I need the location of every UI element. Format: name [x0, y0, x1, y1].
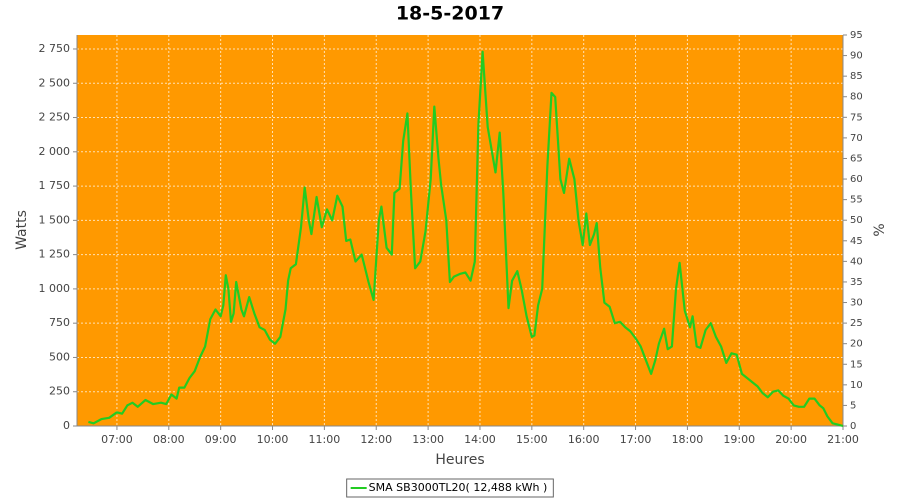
y-tick-label: 2 750 [39, 42, 71, 55]
y-tick-label: 1 500 [39, 213, 71, 226]
y2-tick-label: 55 [850, 195, 863, 206]
x-tick-label: 16:00 [568, 433, 600, 446]
x-tick-label: 13:00 [412, 433, 444, 446]
y-tick-label: 2 500 [39, 76, 71, 89]
y-tick-label: 2 000 [39, 145, 71, 158]
x-tick-label: 12:00 [360, 433, 392, 446]
x-tick-label: 14:00 [464, 433, 496, 446]
y-tick-label: 250 [49, 385, 70, 398]
y2-tick-label: 75 [850, 112, 863, 123]
y2-tick-label: 85 [850, 71, 863, 82]
legend-box [346, 478, 554, 498]
x-tick-label: 08:00 [153, 433, 185, 446]
y2-axis-label: % [872, 223, 888, 236]
y2-tick-label: 80 [850, 92, 863, 103]
y2-tick-label: 30 [850, 298, 863, 309]
x-tick-label: 11:00 [309, 433, 341, 446]
y2-tick-label: 35 [850, 277, 863, 288]
y-tick-label: 2 250 [39, 111, 71, 124]
y2-tick-label: 25 [850, 318, 863, 329]
y-tick-label: 750 [49, 316, 70, 329]
y2-tick-label: 60 [850, 174, 863, 185]
x-tick-label: 10:00 [257, 433, 289, 446]
y-tick-label: 1 750 [39, 179, 71, 192]
y2-tick-label: 10 [850, 380, 863, 391]
y2-tick-label: 50 [850, 215, 863, 226]
y2-tick-label: 0 [850, 421, 856, 432]
y2-tick-label: 45 [850, 236, 863, 247]
x-tick-label: 07:00 [101, 433, 133, 446]
x-axis-label: Heures [435, 452, 484, 468]
x-tick-label: 15:00 [516, 433, 548, 446]
chart-title: 18-5-2017 [396, 3, 504, 25]
x-tick-label: 18:00 [672, 433, 704, 446]
y2-tick-label: 95 [850, 30, 863, 41]
x-tick-label: 21:00 [827, 433, 859, 446]
y2-tick-label: 70 [850, 133, 863, 144]
x-tick-label: 19:00 [723, 433, 755, 446]
x-tick-label: 17:00 [620, 433, 652, 446]
y-axis-label: Watts [14, 210, 30, 250]
x-tick-label: 20:00 [775, 433, 807, 446]
plot-area [77, 35, 843, 426]
line [88, 50, 844, 428]
y2-tick-label: 5 [850, 400, 856, 411]
y2-tick-label: 15 [850, 359, 863, 370]
y-tick-label: 500 [49, 350, 70, 363]
legend-label: SMA SB3000TL20( 12,488 kWh ) [369, 481, 548, 494]
y-tick-label: 1 000 [39, 282, 71, 295]
y2-tick-label: 90 [850, 51, 863, 62]
y2-tick-label: 20 [850, 339, 863, 350]
legend: SMA SB3000TL20( 12,488 kWh ) [346, 478, 554, 498]
x-tick-label: 09:00 [205, 433, 237, 446]
y-tick-label: 0 [63, 419, 70, 432]
y2-tick-label: 65 [850, 153, 863, 164]
y-tick-label: 1 250 [39, 248, 71, 261]
y2-tick-label: 40 [850, 256, 863, 267]
